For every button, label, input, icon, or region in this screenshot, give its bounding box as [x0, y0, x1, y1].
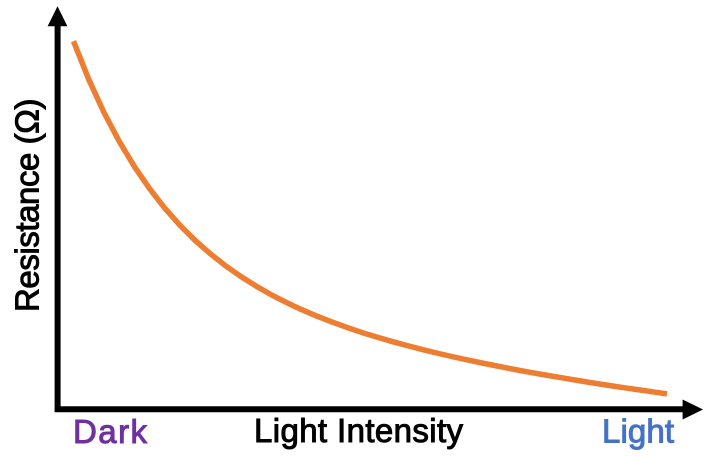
- svg-text:Light Intensity: Light Intensity: [254, 412, 464, 449]
- svg-text:Resistance (Ω): Resistance (Ω): [8, 99, 45, 313]
- svg-text:Dark: Dark: [73, 413, 148, 450]
- svg-text:Light: Light: [602, 413, 674, 450]
